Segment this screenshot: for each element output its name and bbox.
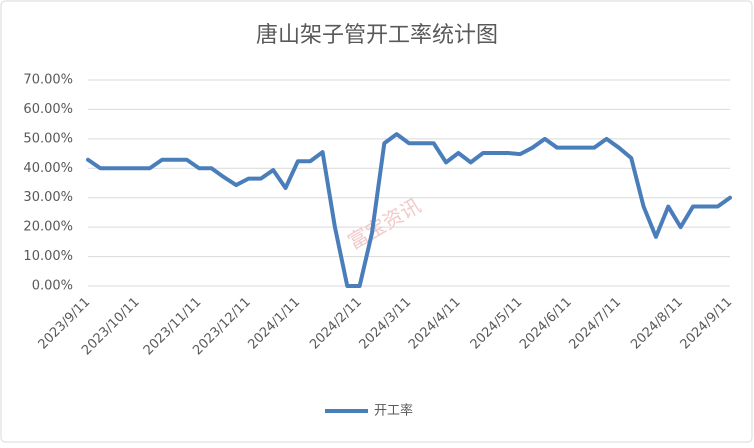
y-tick-label: 0.00% <box>32 279 73 294</box>
y-tick-label: 30.00% <box>23 190 73 205</box>
y-tick-label: 70.00% <box>23 73 73 88</box>
y-tick-label: 40.00% <box>23 161 73 176</box>
y-tick-label: 50.00% <box>23 131 73 146</box>
y-tick-label: 60.00% <box>23 102 73 117</box>
data-line <box>86 132 732 288</box>
chart-title: 唐山架子管开工率统计图 <box>256 23 498 48</box>
y-tick-label: 10.00% <box>23 249 73 264</box>
legend-label: 开工率 <box>374 403 413 419</box>
y-tick-label: 20.00% <box>23 220 73 235</box>
